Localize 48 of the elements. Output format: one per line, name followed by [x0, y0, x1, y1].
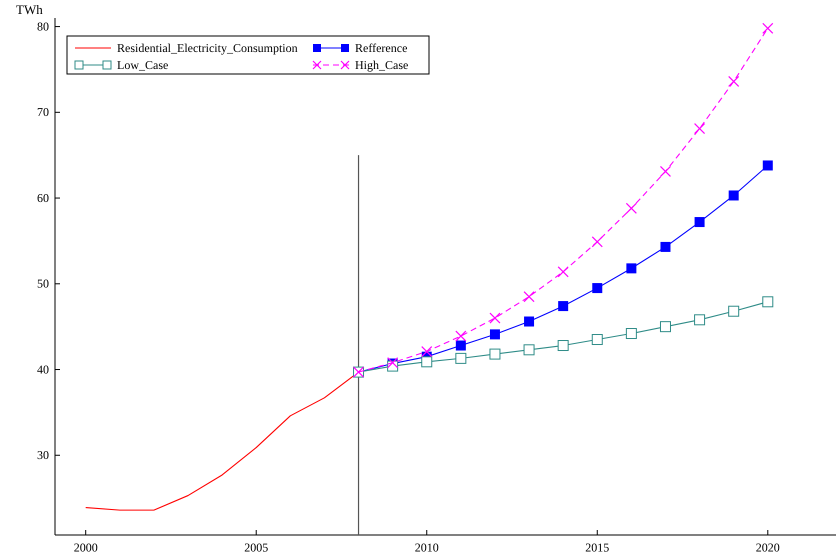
- point: [762, 160, 773, 170]
- point: [558, 301, 568, 312]
- point: [660, 321, 671, 332]
- point: [558, 266, 569, 278]
- y-tick-label: 60: [37, 190, 49, 205]
- legend-label: Low_Case: [117, 58, 168, 72]
- point: [489, 348, 500, 360]
- y-axis-title: TWh: [16, 2, 44, 17]
- x-tick-label: 2020: [756, 540, 780, 555]
- point: [626, 328, 637, 340]
- point: [592, 283, 602, 294]
- y-tick-label: 70: [37, 105, 49, 120]
- point: [558, 340, 569, 352]
- x-tick-label: 2000: [74, 540, 98, 555]
- x-tick-label: 2005: [244, 540, 268, 555]
- point: [728, 306, 740, 317]
- y-tick-label: 50: [37, 276, 49, 291]
- point: [660, 166, 672, 178]
- point: [524, 316, 534, 327]
- point: [762, 22, 774, 34]
- point: [694, 123, 706, 134]
- y-tick-label: 40: [37, 362, 49, 376]
- x-tick-label: 2010: [414, 540, 439, 555]
- legend-label: Refference: [355, 41, 408, 55]
- legend-label: High_Case: [355, 58, 408, 72]
- point: [421, 346, 432, 358]
- point: [728, 190, 739, 200]
- point: [421, 356, 432, 368]
- point: [626, 263, 636, 274]
- point: [489, 312, 501, 324]
- x-tick-label: 2015: [585, 540, 610, 555]
- point: [490, 329, 500, 340]
- point: [728, 76, 740, 88]
- point: [455, 352, 466, 364]
- point: [762, 296, 774, 308]
- point: [523, 291, 535, 302]
- point: [660, 242, 670, 252]
- point: [455, 330, 466, 342]
- y-tick-label: 30: [37, 448, 49, 462]
- legend-label: Residential_Electricity_Consumption: [117, 41, 298, 55]
- point: [592, 236, 603, 248]
- point: [592, 334, 603, 346]
- point: [694, 217, 705, 228]
- y-tick-label: 80: [37, 19, 49, 34]
- point: [456, 340, 466, 351]
- point: [626, 202, 637, 214]
- point: [524, 344, 535, 356]
- point: [694, 314, 706, 326]
